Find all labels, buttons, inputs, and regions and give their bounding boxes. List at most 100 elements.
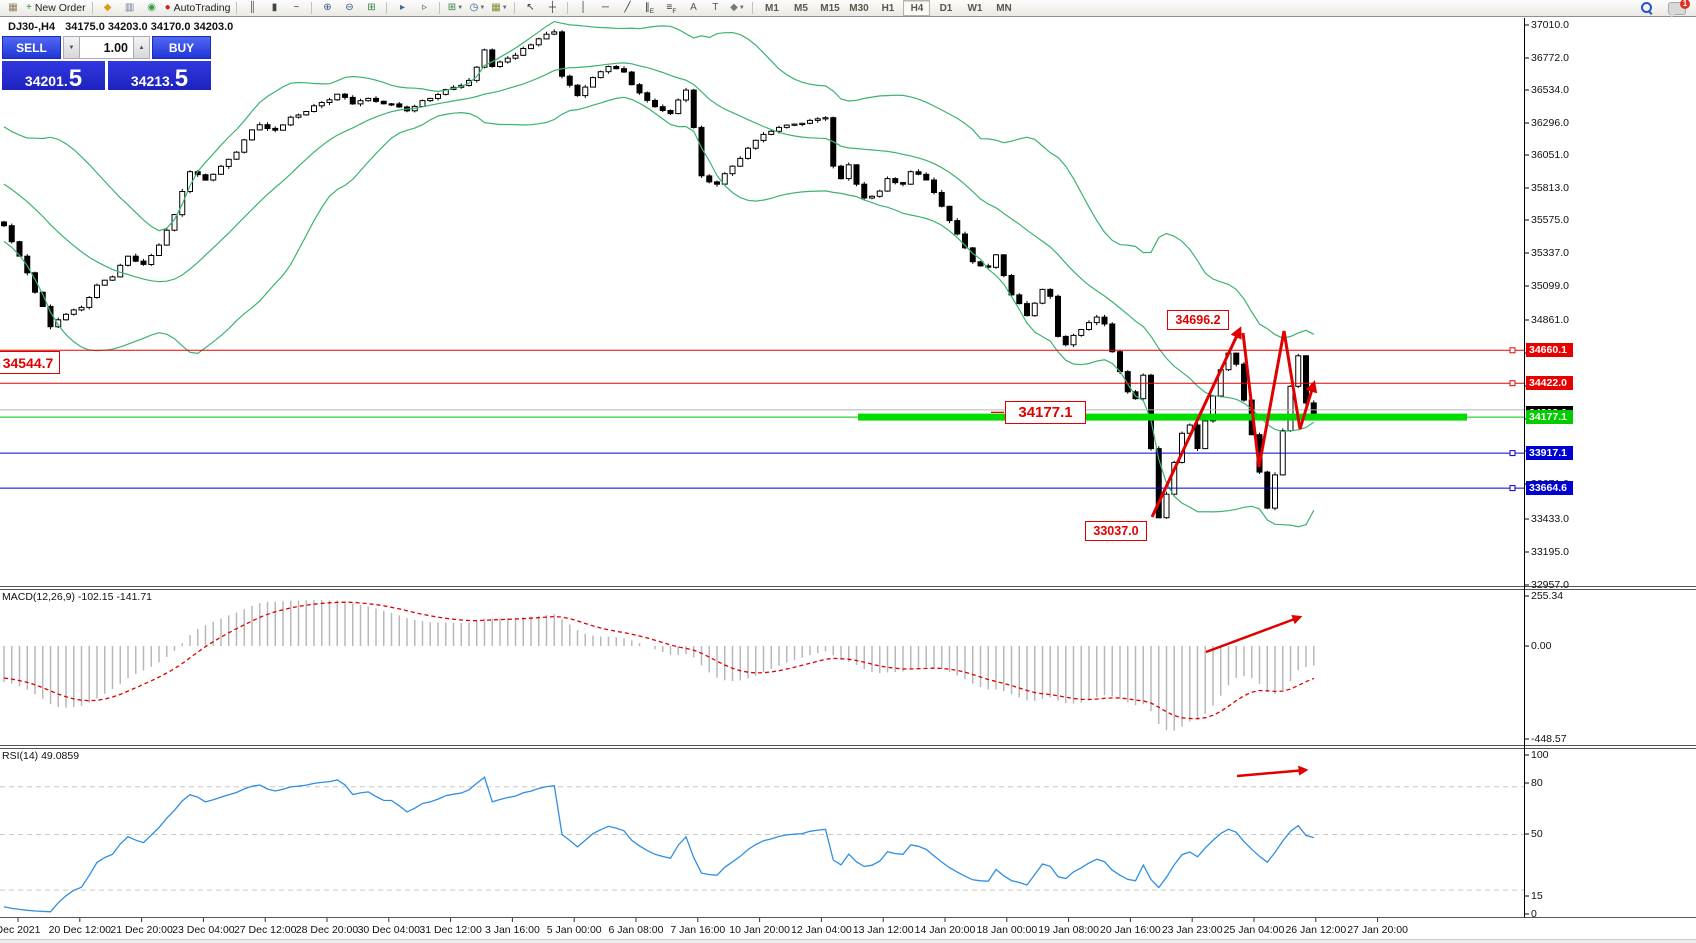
zoom-out-icon[interactable]: ⊖: [339, 0, 359, 17]
volume-down-icon[interactable]: ▼: [63, 36, 80, 59]
timeframe-m30[interactable]: M30: [849, 2, 869, 14]
arrows-icon[interactable]: ◆ ▼: [727, 0, 747, 17]
periods-glyph: ◷: [469, 2, 479, 13]
vertical-line-icon[interactable]: │: [573, 0, 593, 17]
text-label-icon[interactable]: T: [705, 0, 725, 17]
price-tick: 35099.0: [1531, 280, 1569, 292]
line-chart-icon[interactable]: ~: [286, 0, 306, 17]
data-window-glyph: ▥: [124, 2, 135, 13]
price-tick: 36296.0: [1531, 117, 1569, 129]
notifications-icon[interactable]: 1: [1667, 0, 1693, 18]
timeframe-w1[interactable]: W1: [967, 2, 983, 14]
toolbar: ▦ + New Order ◆ ▥ ◉ ● AutoTrading ║ ▮ ~ ⊕ ⊖ ⊞ ▸ ▹ ⊞ ▼ ◷ ▼ ▦ ▼…: [0, 0, 1696, 18]
price-line-label[interactable]: 34177.1: [1526, 410, 1573, 425]
timeframe-m1[interactable]: M1: [765, 2, 779, 14]
toolbar-separator: [567, 2, 569, 14]
timeframe-m5[interactable]: M5: [794, 2, 808, 14]
candlestick-chart-icon[interactable]: ▮: [264, 0, 284, 17]
buy-button[interactable]: BUY: [152, 36, 211, 59]
equidistant-channel-icon[interactable]: ∥ E: [639, 0, 659, 17]
timeframe-h1[interactable]: H1: [881, 2, 895, 14]
new-chart-dropdown-icon[interactable]: ▼: [457, 5, 464, 11]
crosshair-glyph: ┼: [548, 2, 557, 13]
bid-price: 34201.: [24, 72, 68, 89]
date-tick-label: 12 Jan 04:00: [791, 924, 852, 936]
date-tick-label: 3 Jan 16:00: [484, 924, 540, 936]
price-tick: 35337.0: [1531, 247, 1569, 259]
templates-icon[interactable]: ▦ ▼: [489, 0, 509, 17]
date-tick-label: 21 Dec 20:00: [110, 924, 173, 936]
date-tick-label: 25 Jan 04:00: [1223, 924, 1285, 936]
new-chart-glyph: ⊞: [447, 2, 457, 13]
periods-dropdown-icon[interactable]: ▼: [479, 5, 486, 11]
rsi-label: RSI(14) 49.0859: [2, 750, 80, 762]
price-line-label[interactable]: 33917.1: [1526, 446, 1573, 461]
auto-scroll-glyph: ▸: [399, 2, 405, 13]
price-annotation[interactable]: 34177.1: [1005, 401, 1086, 424]
data-window-icon[interactable]: ▥: [120, 0, 140, 17]
new-chart-icon[interactable]: ⊞ ▼: [445, 0, 465, 17]
text-icon[interactable]: A: [683, 0, 703, 17]
price-tick: 36051.0: [1531, 149, 1569, 161]
metaeditor-icon[interactable]: ◆: [98, 0, 118, 17]
arrows-dropdown-icon[interactable]: ▼: [738, 5, 745, 11]
date-tick-label: Dec 2021: [0, 924, 41, 936]
volume-up-icon[interactable]: ▲: [133, 36, 150, 59]
templates-dropdown-icon[interactable]: ▼: [501, 5, 508, 11]
timeframe-d1[interactable]: D1: [939, 2, 953, 14]
horizontal-line-icon[interactable]: ─: [595, 0, 615, 17]
timeframe-mn[interactable]: MN: [996, 2, 1012, 14]
timeframe-m15[interactable]: M15: [820, 2, 840, 14]
price-tick: 35575.0: [1531, 214, 1569, 226]
ohlc-readout: 34175.0 34203.0 34170.0 34203.0: [65, 21, 234, 33]
tile-windows-glyph: ⊞: [367, 2, 376, 13]
crosshair-icon[interactable]: ┼: [542, 0, 562, 17]
metaeditor-glyph: ◆: [103, 2, 112, 13]
price-line-label[interactable]: 34660.1: [1526, 343, 1573, 358]
trendline-icon[interactable]: ╱: [617, 0, 637, 17]
fibonacci-icon[interactable]: ≡ F: [661, 0, 681, 17]
equidistant-channel-subscript: E: [649, 7, 655, 15]
ask-price-box[interactable]: 34213. 5: [108, 61, 211, 90]
new-order-glyph: +: [26, 2, 32, 13]
macd-tick: 255.34: [1531, 590, 1564, 602]
signals-icon[interactable]: ◉: [142, 0, 162, 17]
price-annotation[interactable]: 34696.2: [1167, 310, 1229, 330]
tile-windows-icon[interactable]: ⊞: [361, 0, 381, 17]
price-line-label[interactable]: 34422.0: [1526, 376, 1573, 391]
text-label-glyph: T: [712, 2, 719, 13]
price-line-label[interactable]: 33664.6: [1526, 481, 1573, 496]
toolbar-separator: [514, 2, 516, 14]
timeframe-h4[interactable]: H4: [903, 0, 931, 16]
one-click-trade-panel: SELL ▼ 1.00 ▲ BUY 34201. 5 34213. 5: [2, 36, 211, 90]
toolbar-separator: [752, 2, 754, 14]
toolbar-separator: [386, 2, 388, 14]
search-icon[interactable]: [1639, 0, 1665, 17]
price-tick: 36534.0: [1531, 84, 1569, 96]
zoom-in-icon[interactable]: ⊕: [317, 0, 337, 17]
bar-chart-icon[interactable]: ║: [242, 0, 262, 17]
chart-shift-icon[interactable]: ▹: [414, 0, 434, 17]
bid-price-box[interactable]: 34201. 5: [2, 61, 105, 90]
sell-button[interactable]: SELL: [2, 36, 61, 59]
new-order-button[interactable]: + New Order: [25, 0, 87, 17]
chart-window-icon[interactable]: ▦: [3, 0, 23, 17]
date-tick-label: 31 Dec 12:00: [419, 924, 482, 936]
auto-scroll-icon[interactable]: ▸: [392, 0, 412, 17]
price-annotation[interactable]: 33037.0: [1085, 521, 1147, 541]
price-tick: 33195.0: [1531, 546, 1569, 558]
window-bottom-strip: [0, 939, 1696, 943]
cursor-glyph: ↖: [526, 2, 535, 13]
volume-value[interactable]: 1.00: [80, 36, 133, 59]
text-glyph: A: [690, 2, 697, 13]
symbol-header: DJ30-,H4 34175.0 34203.0 34170.0 34203.0: [8, 21, 233, 33]
date-tick-label: 6 Jan 08:00: [608, 924, 664, 936]
price-annotation[interactable]: 34544.7: [0, 351, 60, 374]
periods-icon[interactable]: ◷ ▼: [467, 0, 487, 17]
toolbar-separator: [311, 2, 313, 14]
annotation-dash: —: [991, 404, 1004, 419]
autotrading-button[interactable]: ● AutoTrading: [164, 0, 232, 17]
date-tick-label: 23 Jan 23:00: [1161, 924, 1223, 936]
toolbar-separator: [236, 2, 238, 14]
cursor-icon[interactable]: ↖: [520, 0, 540, 17]
